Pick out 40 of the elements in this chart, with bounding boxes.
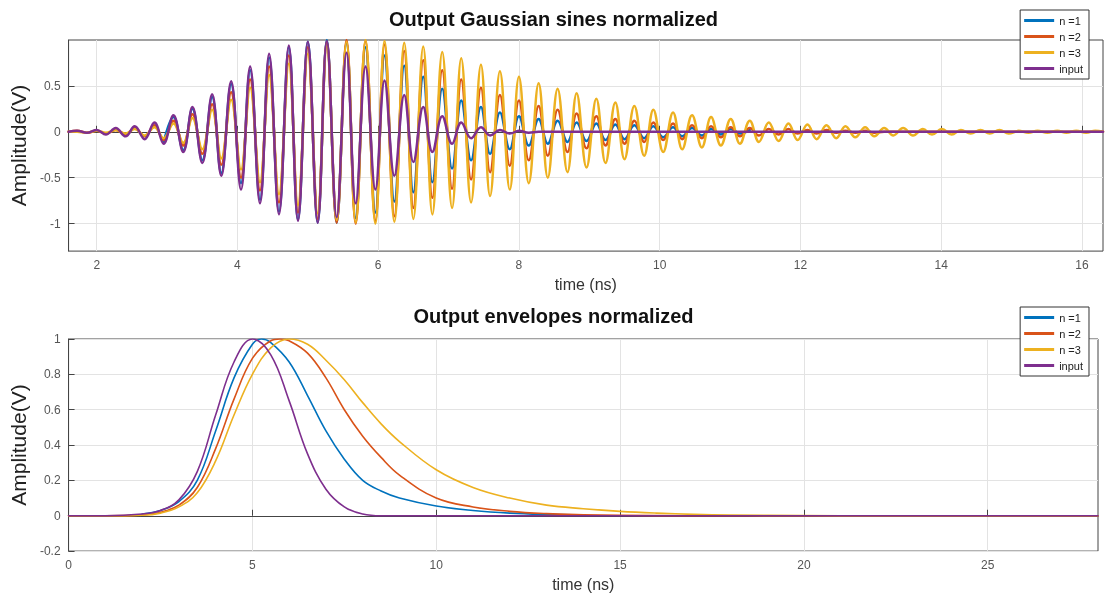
x-tick-label: 2: [93, 258, 101, 273]
x-tick-label: 15: [613, 558, 628, 573]
x-tick-label: 8: [515, 258, 523, 273]
y-axis-title: Amplitude(V): [7, 84, 30, 207]
x-tick-label: 16: [1075, 258, 1089, 273]
y-tick-label: 0.6: [43, 402, 61, 417]
legend-label: input: [1059, 359, 1084, 372]
y-tick-label: -1: [49, 216, 61, 231]
legend-label: n =1: [1059, 311, 1081, 324]
x-tick-label: 6: [374, 258, 382, 273]
x-tick-label: 0: [65, 558, 73, 573]
y-tick-label: -0.5: [39, 170, 61, 185]
legend-label: n =2: [1059, 30, 1081, 43]
x-tick-label: 20: [797, 558, 811, 573]
chart-title: Output Gaussian sines normalized: [389, 8, 718, 30]
legend-label: n =2: [1059, 327, 1081, 340]
y-tick-label: 0.2: [43, 473, 61, 488]
y-tick-label: 1: [53, 332, 61, 346]
x-tick-label: 14: [934, 258, 949, 273]
legend-label: n =3: [1059, 343, 1081, 356]
y-tick-label: 0.4: [43, 438, 61, 453]
y-tick-label: 0.5: [43, 78, 61, 93]
legend-label: n =3: [1059, 46, 1081, 59]
legend-label: n =1: [1059, 14, 1081, 27]
y-tick-label: 0: [53, 508, 61, 523]
chart-title: Output envelopes normalized: [413, 305, 694, 327]
y-tick-label: -0.2: [39, 544, 61, 559]
x-axis-title: time (ns): [552, 575, 615, 593]
x-tick-label: 12: [793, 258, 808, 273]
x-tick-label: 4: [234, 258, 242, 273]
line-series: [67, 338, 1099, 517]
y-tick-label: 0.8: [43, 367, 61, 382]
x-tick-label: 25: [981, 558, 995, 573]
x-tick-label: 5: [249, 558, 257, 573]
y-axis-title: Amplitude(V): [7, 384, 30, 506]
x-tick-label: 10: [429, 558, 444, 573]
x-axis-title: time (ns): [554, 275, 617, 293]
x-tick-label: 10: [653, 258, 667, 273]
y-tick-label: 0: [53, 124, 61, 139]
legend-label: input: [1059, 62, 1084, 75]
